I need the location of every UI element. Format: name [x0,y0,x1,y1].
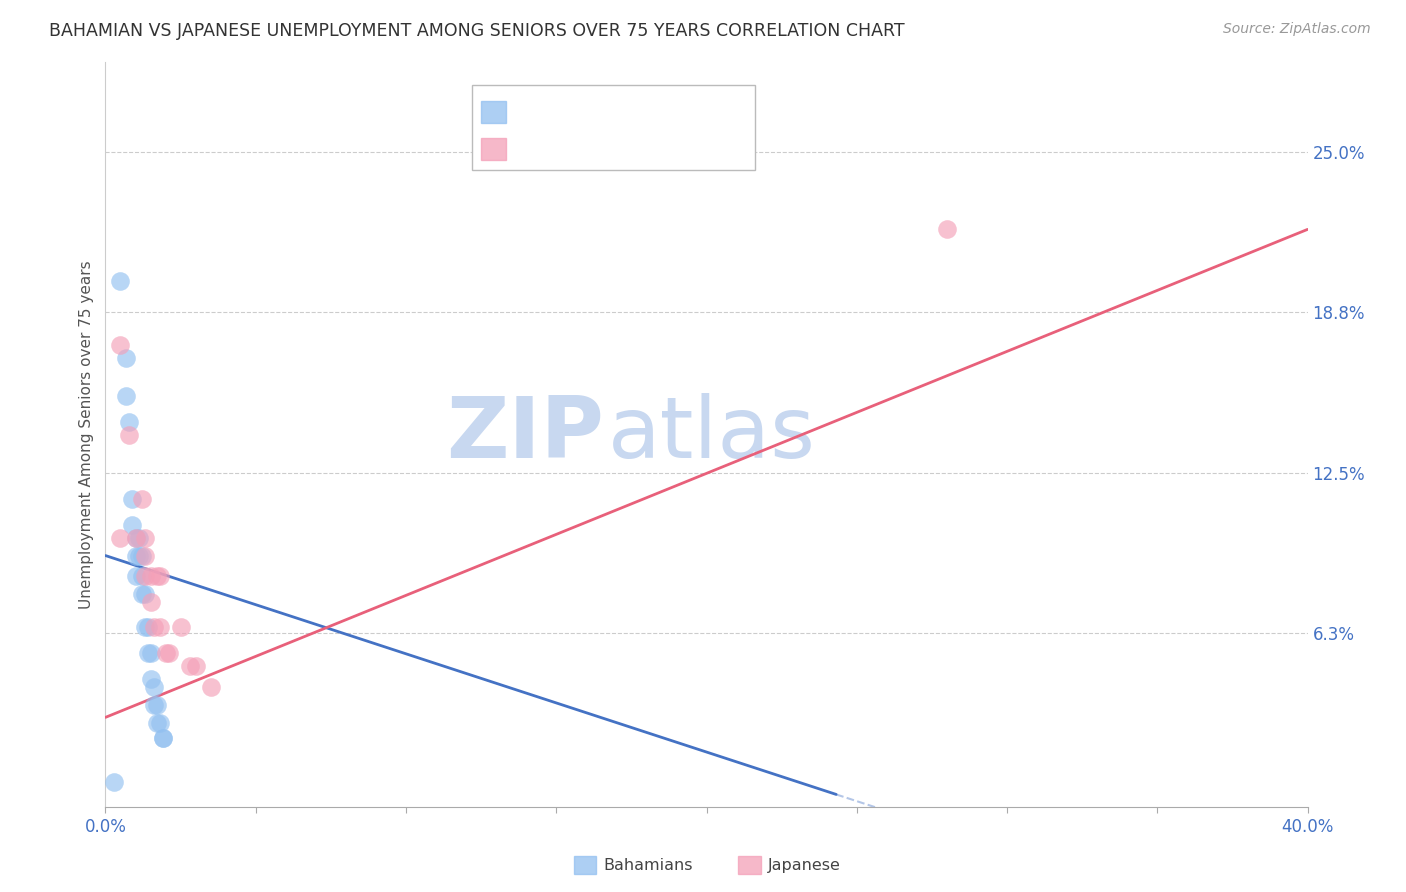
Text: atlas: atlas [607,393,815,476]
Point [110,531,132,545]
Point [134,531,156,545]
Point [134,620,156,634]
Point [200,680,222,694]
Point [110,274,132,288]
Text: ZIP: ZIP [447,393,605,476]
Point [115,351,138,365]
Point [103,774,125,789]
Text: R =  0.480   N = 21: R = 0.480 N = 21 [515,142,672,156]
Point [124,569,146,583]
Point [121,491,143,506]
Point [142,698,165,712]
Point [148,715,170,730]
Point [145,698,167,712]
Point [134,549,156,563]
Y-axis label: Unemployment Among Seniors over 75 years: Unemployment Among Seniors over 75 years [79,260,94,609]
Point [152,731,174,745]
Point [136,620,159,634]
Point [152,731,174,745]
Point [145,569,167,583]
Point [124,531,146,545]
Text: Source: ZipAtlas.com: Source: ZipAtlas.com [1223,22,1371,37]
Point [131,491,153,506]
Point [155,646,177,660]
Point [157,646,180,660]
Point [136,646,159,660]
Point [179,659,201,673]
Point [110,338,132,352]
Point [124,531,146,545]
Point [139,672,162,686]
Point [169,620,191,634]
Point [134,569,156,583]
Point [184,659,207,673]
Text: BAHAMIAN VS JAPANESE UNEMPLOYMENT AMONG SENIORS OVER 75 YEARS CORRELATION CHART: BAHAMIAN VS JAPANESE UNEMPLOYMENT AMONG … [49,22,905,40]
Point [121,517,143,532]
Point [131,587,153,601]
Point [128,549,150,563]
Point [142,680,165,694]
Point [124,549,146,563]
Text: Japanese: Japanese [768,858,841,872]
Point [139,569,162,583]
Point [148,569,170,583]
Point [148,620,170,634]
Point [128,531,150,545]
Point [139,646,162,660]
Text: R = -0.160   N = 28: R = -0.160 N = 28 [515,104,672,120]
Point [131,549,153,563]
Point [115,389,138,403]
Point [139,595,162,609]
Point [936,222,959,236]
Point [145,715,167,730]
Text: Bahamians: Bahamians [603,858,693,872]
Point [131,569,153,583]
Point [134,587,156,601]
Point [142,620,165,634]
Point [118,427,141,442]
Point [118,415,141,429]
